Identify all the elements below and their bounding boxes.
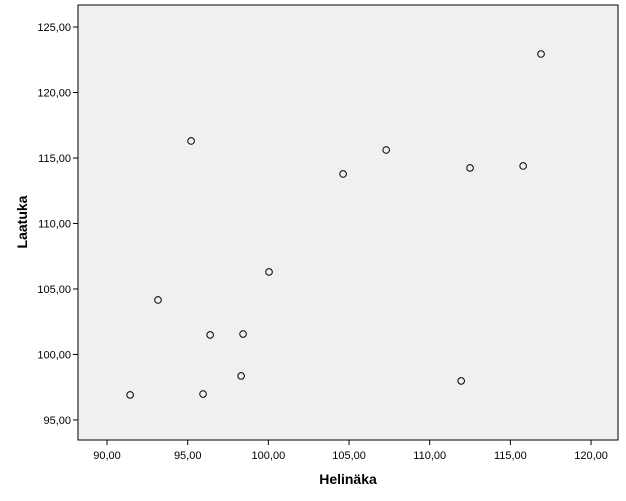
- point: [126, 391, 134, 399]
- point: [537, 50, 545, 58]
- y-tick-label: 125,00: [37, 22, 71, 34]
- x-tick-label: 110,00: [413, 450, 446, 462]
- y-tick-label: 110,00: [38, 218, 71, 230]
- x-tick-label: 115,00: [494, 450, 527, 462]
- point: [154, 296, 162, 304]
- point: [187, 137, 195, 145]
- y-tick-label: 115,00: [38, 153, 71, 165]
- x-tick-label: 90,00: [93, 450, 121, 462]
- y-axis-label: Laatuka: [14, 195, 30, 248]
- x-tick-label: 105,00: [332, 450, 366, 462]
- y-tick-label: 105,00: [37, 284, 71, 296]
- point: [382, 146, 390, 154]
- point: [265, 268, 273, 276]
- y-tick-label: 95,00: [43, 415, 71, 427]
- x-axis-label: Helinäka: [319, 471, 377, 487]
- point: [199, 390, 207, 398]
- point: [466, 164, 474, 172]
- y-tick-label: 100,00: [37, 349, 71, 361]
- point: [206, 331, 214, 339]
- plot-area: [77, 4, 619, 441]
- point: [519, 162, 527, 170]
- point: [339, 170, 347, 178]
- x-tick-label: 120,00: [574, 450, 608, 462]
- point: [237, 372, 245, 380]
- y-tick-label: 120,00: [37, 87, 71, 99]
- x-tick-label: 100,00: [252, 450, 286, 462]
- point: [239, 330, 247, 338]
- point: [457, 377, 465, 385]
- x-tick-label: 95,00: [174, 450, 202, 462]
